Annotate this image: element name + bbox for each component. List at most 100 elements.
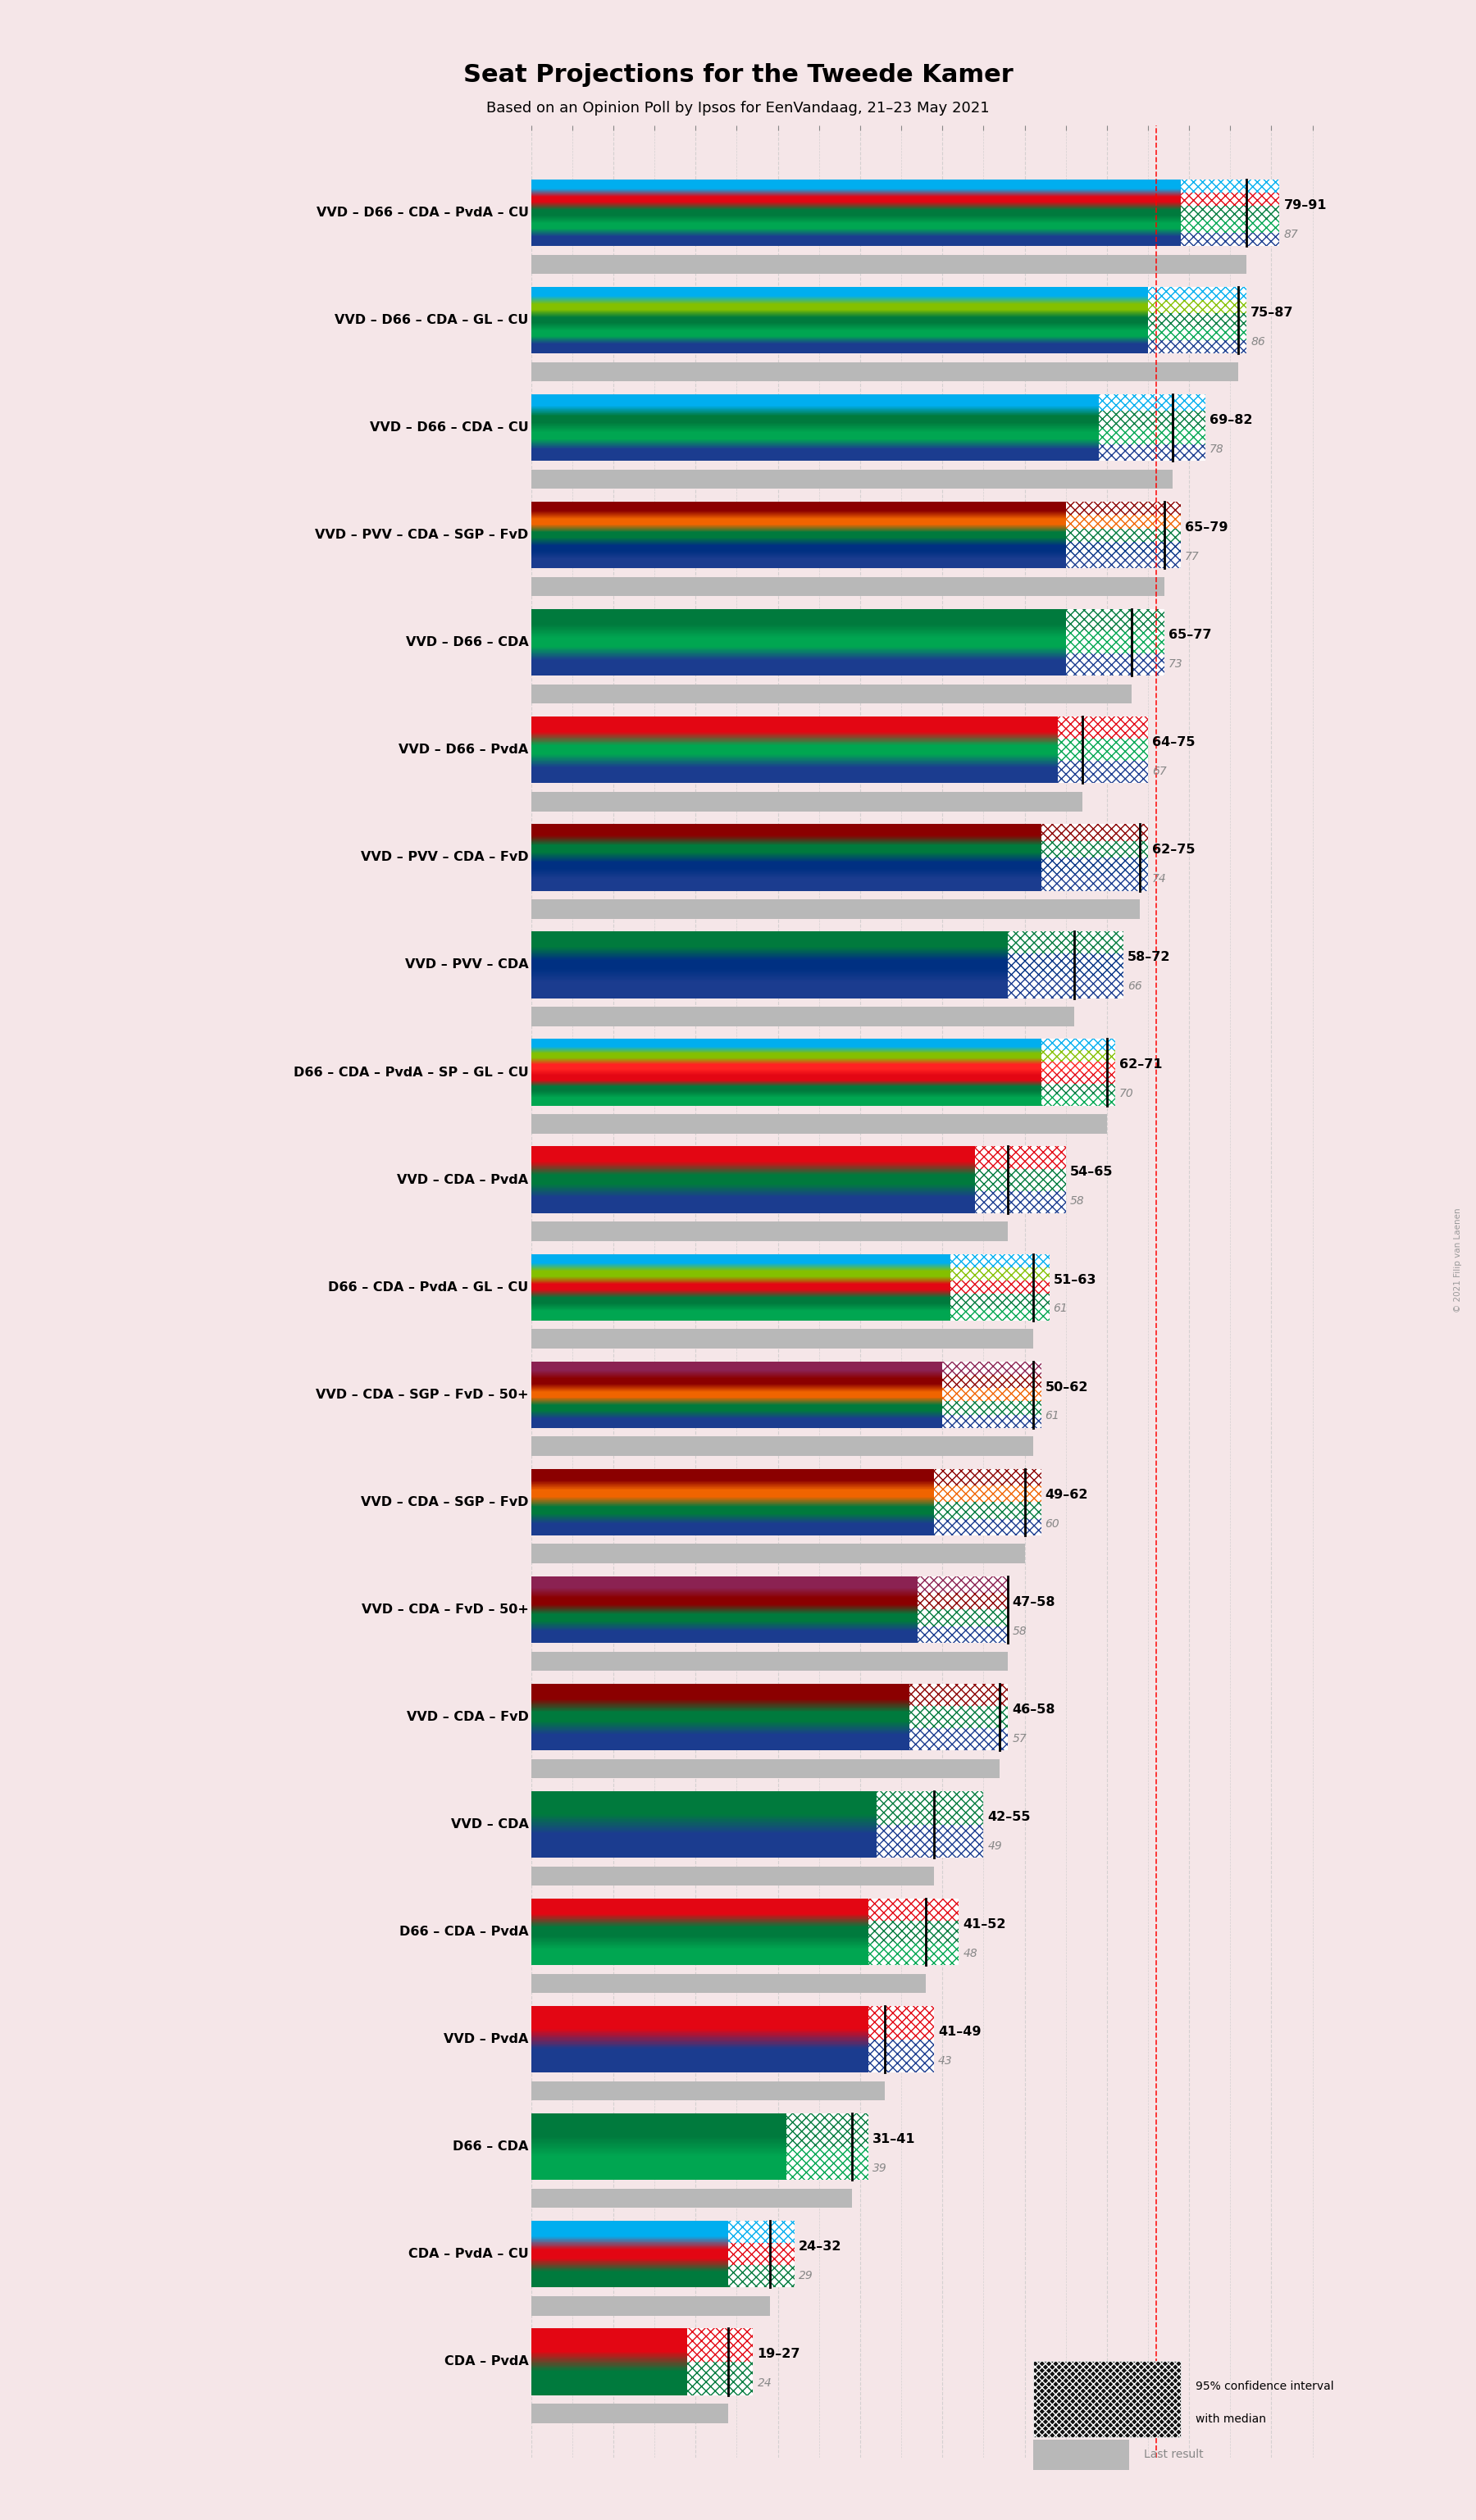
Text: VVD – CDA – PvdA: VVD – CDA – PvdA xyxy=(397,1174,528,1187)
Text: 70: 70 xyxy=(1119,1089,1134,1099)
Bar xyxy=(1057,761,1148,784)
Bar xyxy=(729,2220,794,2243)
Bar xyxy=(934,1484,1041,1502)
Bar xyxy=(1008,932,1123,953)
Bar xyxy=(531,363,1238,381)
Text: VVD – CDA – FvD – 50+: VVD – CDA – FvD – 50+ xyxy=(362,1603,528,1615)
Text: © 2021 Filip van Laenen: © 2021 Filip van Laenen xyxy=(1454,1207,1463,1313)
Bar xyxy=(942,1414,1041,1429)
Bar xyxy=(877,1792,983,1857)
Bar xyxy=(531,1169,1066,1192)
Bar xyxy=(531,393,1206,411)
Bar xyxy=(688,2361,753,2394)
Bar xyxy=(531,610,1165,633)
Bar xyxy=(531,501,1181,514)
Bar xyxy=(868,1898,959,1966)
Bar xyxy=(531,2039,934,2071)
Bar xyxy=(942,1361,1041,1429)
Bar xyxy=(531,577,1165,597)
Bar xyxy=(1008,953,1123,975)
Bar xyxy=(1008,975,1123,998)
Bar xyxy=(1148,287,1247,300)
Bar xyxy=(531,1114,1107,1134)
Text: 39: 39 xyxy=(872,2162,887,2175)
Bar xyxy=(951,1280,1049,1293)
Text: 47–58: 47–58 xyxy=(1013,1595,1055,1608)
Bar xyxy=(1041,1038,1114,1051)
Bar xyxy=(1066,529,1181,542)
Bar xyxy=(531,1759,999,1779)
Bar xyxy=(1041,842,1148,857)
Text: 42–55: 42–55 xyxy=(987,1812,1030,1822)
Bar xyxy=(868,2006,934,2071)
Bar xyxy=(531,411,1206,428)
Bar xyxy=(531,1651,1008,1671)
Bar xyxy=(1181,179,1280,192)
Bar xyxy=(1041,824,1148,842)
Bar xyxy=(729,2220,794,2288)
Bar xyxy=(531,1074,1114,1084)
Bar xyxy=(531,328,1247,340)
Bar xyxy=(531,1308,1049,1320)
Bar xyxy=(531,716,1148,738)
Text: 65–77: 65–77 xyxy=(1169,630,1212,640)
Bar xyxy=(1098,411,1206,428)
Text: 57: 57 xyxy=(1013,1734,1027,1744)
Bar xyxy=(531,428,1206,444)
Bar xyxy=(531,2361,753,2394)
Bar xyxy=(1066,633,1165,653)
Bar xyxy=(1098,428,1206,444)
Bar xyxy=(1098,393,1206,461)
Bar xyxy=(1041,1051,1114,1061)
Bar xyxy=(531,1729,1008,1751)
Text: VVD – D66 – CDA – PvdA – CU: VVD – D66 – CDA – PvdA – CU xyxy=(316,207,528,219)
Bar xyxy=(531,738,1148,761)
Bar xyxy=(531,1706,1008,1729)
Text: VVD – D66 – CDA – CU: VVD – D66 – CDA – CU xyxy=(369,421,528,433)
Bar xyxy=(729,2243,794,2265)
Bar xyxy=(918,1575,1008,1643)
Text: D66 – CDA: D66 – CDA xyxy=(453,2139,528,2152)
Bar xyxy=(1098,393,1206,411)
Bar xyxy=(942,1361,1041,1376)
Bar xyxy=(531,444,1206,461)
Bar xyxy=(1057,716,1148,784)
Bar xyxy=(1066,653,1165,675)
Bar xyxy=(1008,932,1123,998)
Text: Based on an Opinion Poll by Ipsos for EenVandaag, 21–23 May 2021: Based on an Opinion Poll by Ipsos for Ee… xyxy=(487,101,989,116)
Bar xyxy=(531,1824,983,1857)
Bar xyxy=(531,2147,868,2180)
Bar xyxy=(531,1038,1114,1051)
Bar xyxy=(531,2328,753,2361)
Bar xyxy=(1098,444,1206,461)
Text: Last result: Last result xyxy=(1144,2449,1203,2460)
Text: 46–58: 46–58 xyxy=(1013,1704,1055,1716)
Text: VVD – PVV – CDA – FvD: VVD – PVV – CDA – FvD xyxy=(360,852,528,864)
Text: Seat Projections for the Tweede Kamer: Seat Projections for the Tweede Kamer xyxy=(463,63,1013,86)
Text: 60: 60 xyxy=(1045,1517,1060,1530)
Bar xyxy=(531,1389,1041,1401)
Bar xyxy=(531,791,1082,811)
Bar xyxy=(1066,501,1181,570)
Bar xyxy=(531,232,1280,247)
Bar xyxy=(909,1729,1008,1751)
Text: VVD – CDA: VVD – CDA xyxy=(450,1819,528,1830)
Bar xyxy=(787,2147,868,2180)
Bar xyxy=(1041,1074,1114,1084)
Bar xyxy=(1148,328,1247,340)
Bar xyxy=(531,761,1148,784)
Bar xyxy=(531,1502,1041,1520)
Text: 29: 29 xyxy=(799,2271,813,2281)
Bar xyxy=(1041,1038,1114,1106)
Bar xyxy=(942,1376,1041,1389)
Bar xyxy=(868,1898,959,1920)
Bar xyxy=(531,554,1181,570)
Bar xyxy=(868,1920,959,1943)
Bar xyxy=(729,2265,794,2288)
Bar xyxy=(531,1051,1114,1061)
Bar xyxy=(531,340,1247,353)
Bar xyxy=(1066,610,1165,675)
Bar xyxy=(1066,501,1181,514)
Bar xyxy=(531,2190,852,2208)
Text: D66 – CDA – PvdA – GL – CU: D66 – CDA – PvdA – GL – CU xyxy=(328,1280,528,1293)
